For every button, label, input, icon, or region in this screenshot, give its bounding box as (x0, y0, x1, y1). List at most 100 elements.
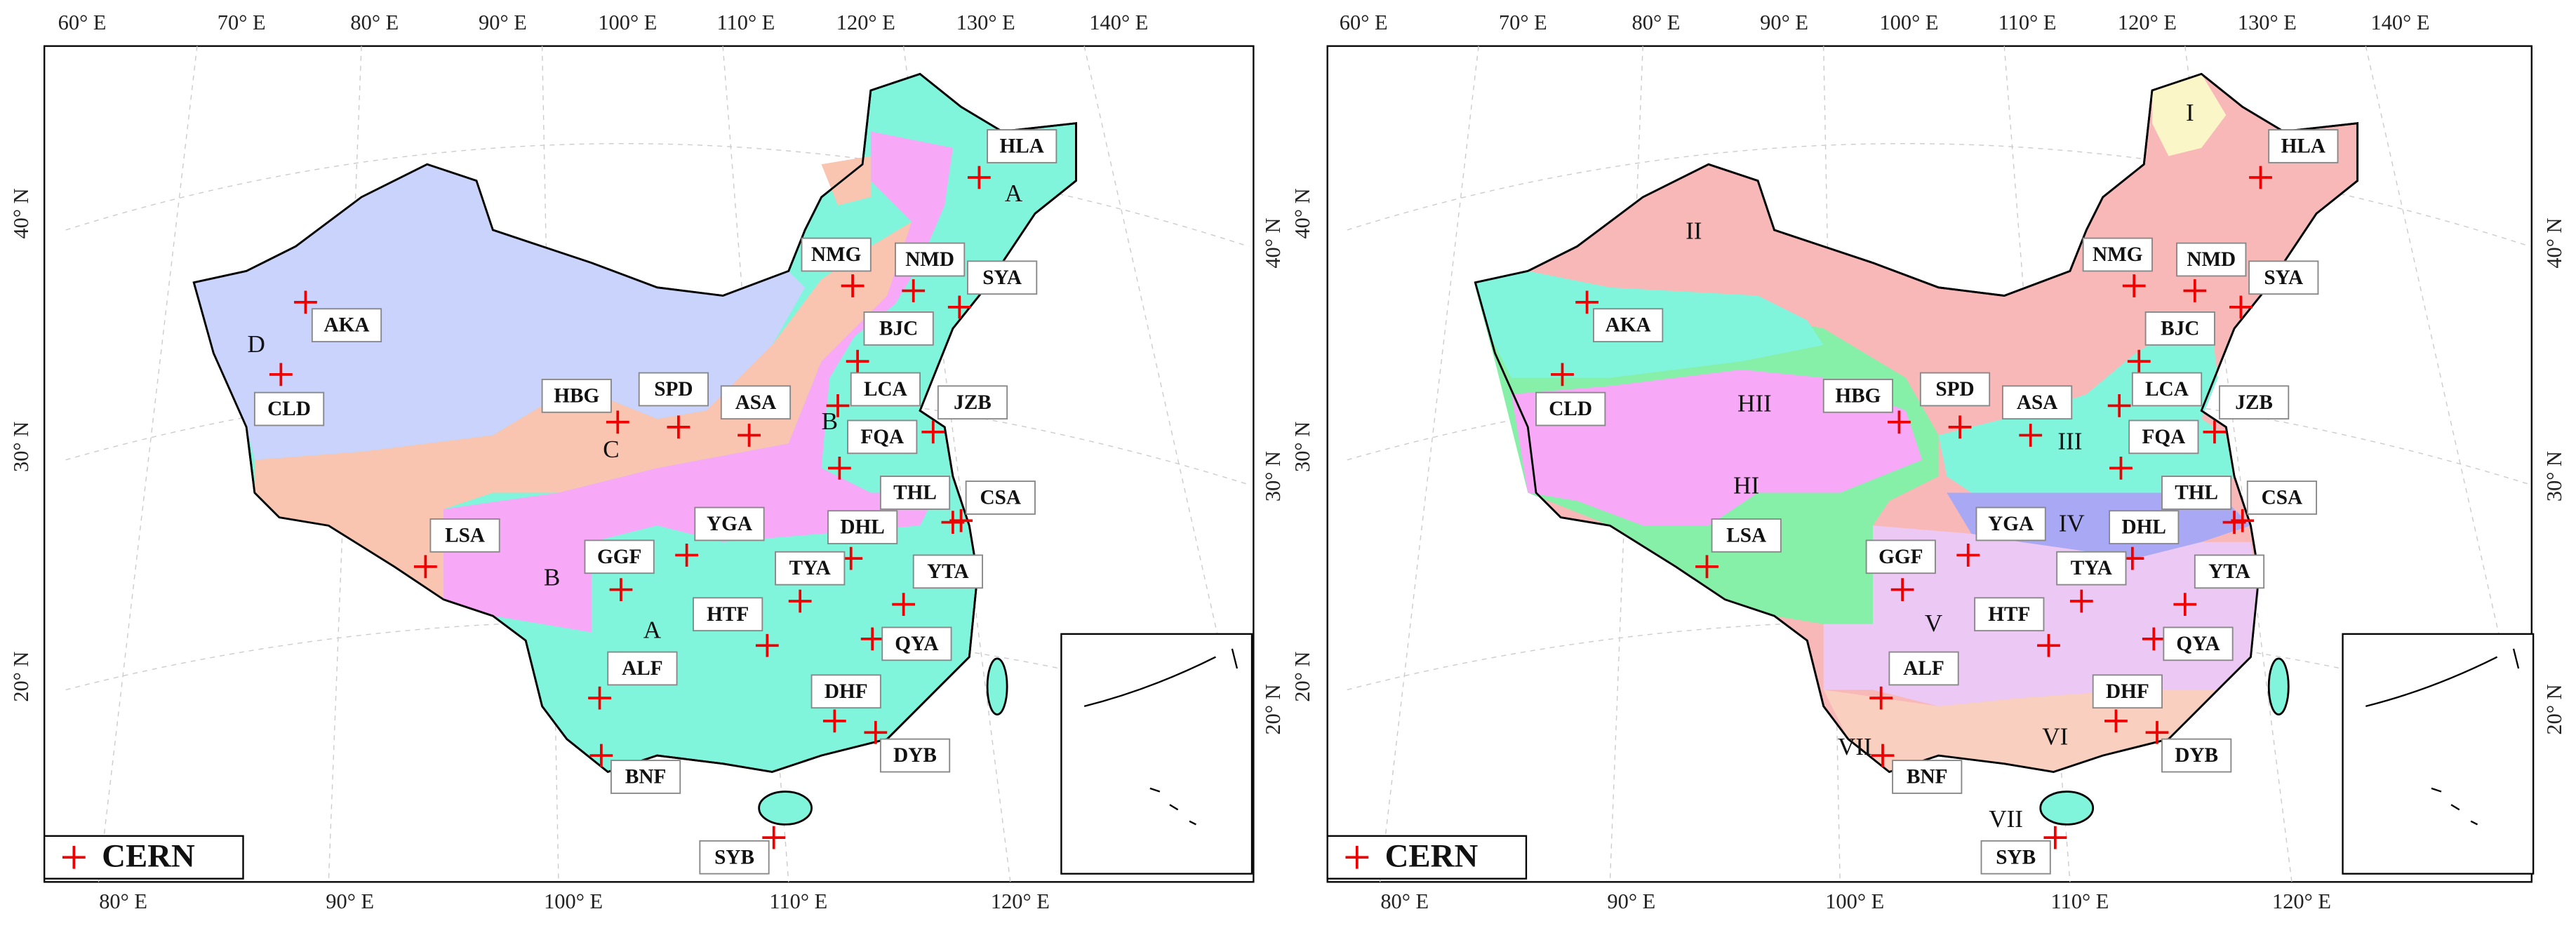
station-marker (827, 456, 851, 480)
station-marker (762, 826, 786, 849)
right-graticule-label: 40° N (1261, 218, 1285, 269)
bottom-graticule-label: 100° E (544, 889, 603, 913)
left-graticule-label: 20° N (1290, 652, 1314, 702)
legend-marker (1345, 845, 1369, 869)
station-label-box (847, 419, 918, 455)
station-label-box (1892, 760, 1963, 794)
station-label-box (584, 539, 655, 574)
station-marker (2109, 456, 2133, 480)
station-label-box (694, 506, 765, 542)
station-label: DHF (2106, 680, 2149, 703)
station-marker (667, 415, 690, 439)
station-label-box (638, 372, 709, 407)
station-label-box (2161, 738, 2232, 773)
station-label-box (311, 308, 382, 343)
station-label-box (2131, 372, 2203, 407)
panel-labels: 60° E 70° E 80° E 90° E 100° E 110° E 120° E 13… (1290, 11, 2566, 913)
station-label-box (1711, 518, 1782, 553)
region-label: VII (1989, 805, 2023, 833)
station-label-box (2176, 242, 2247, 277)
station-label: DYB (893, 744, 937, 767)
top-graticule-label: 140° E (1089, 11, 1148, 34)
station-label-box (610, 760, 681, 794)
station-label-box (2163, 626, 2234, 661)
station-marker (2127, 349, 2151, 373)
station-marker (860, 627, 884, 651)
region-label: I (2186, 99, 2194, 126)
left-graticule-label: 20° N (9, 652, 33, 702)
legend-marker (62, 845, 86, 869)
station-marker (1869, 686, 1893, 710)
station-marker (609, 578, 633, 601)
station-label: DHL (840, 516, 884, 539)
station-label: ASA (2017, 391, 2058, 414)
station-label: LSA (1726, 524, 1766, 546)
station-marker (892, 593, 916, 617)
region-label: VI (2042, 723, 2068, 751)
station-label-box (937, 385, 1008, 420)
station-label-box (863, 311, 934, 346)
top-graticule-label: 80° E (1632, 11, 1681, 34)
station-label: SYB (714, 846, 754, 868)
top-graticule-label: 90° E (1760, 11, 1808, 34)
station-marker (788, 589, 812, 613)
station-marker (2203, 420, 2227, 444)
station-marker (841, 274, 865, 297)
region-label: HII (1737, 389, 1772, 417)
station-label: JZB (2235, 391, 2273, 414)
bottom-graticule-label: 120° E (991, 889, 1050, 913)
station-marker (2229, 295, 2253, 319)
top-graticule-label: 140° E (2370, 11, 2429, 34)
station-label-box (2056, 551, 2127, 586)
station-label-box (2092, 674, 2163, 709)
station-label: SPD (1935, 378, 1974, 401)
station-label-box (1888, 651, 1959, 686)
panel-right (1326, 45, 2535, 883)
station-label: NMD (905, 248, 954, 271)
station-marker (2145, 720, 2169, 744)
station-marker (606, 410, 629, 434)
zone-vi (1823, 690, 2218, 772)
station-label: YTA (927, 560, 969, 583)
station-label-box (2082, 237, 2153, 272)
station-label-box (2144, 311, 2215, 346)
station-label: SPD (654, 378, 693, 401)
station-label-box (881, 626, 952, 661)
station-label: CSA (2262, 487, 2303, 509)
station-marker (1948, 415, 1972, 439)
station-label: GGF (597, 546, 641, 568)
station-label-box (2109, 510, 2180, 544)
station-label-box (912, 554, 983, 589)
top-graticule-label: 100° E (1879, 11, 1938, 34)
station-marker (2142, 627, 2165, 651)
bottom-graticule-label: 110° E (769, 889, 827, 913)
station-marker (1575, 290, 1599, 314)
station-label: SYA (982, 267, 1022, 289)
station-label: CSA (980, 487, 1022, 509)
top-graticule-label: 120° E (2118, 11, 2177, 34)
station-marker (947, 295, 971, 319)
bottom-graticule-label: 90° E (326, 889, 374, 913)
station-label-box (1975, 506, 2046, 542)
station-marker (294, 290, 317, 314)
island (2267, 657, 2290, 715)
inset-frame (1060, 633, 1253, 875)
station-marker (2069, 589, 2093, 613)
station-label-box (2194, 554, 2265, 589)
top-graticule-label: 80° E (350, 11, 399, 34)
station-label: BNF (1907, 766, 1948, 788)
island (986, 657, 1008, 715)
region-label: III (2057, 427, 2082, 455)
station-label: AKA (1606, 314, 1651, 337)
station-label-box (2001, 385, 2073, 420)
station-label: LSA (445, 524, 485, 546)
station-marker (589, 744, 613, 767)
station-marker (2107, 394, 2131, 417)
region-label: HI (1733, 472, 1759, 499)
station-label-box (253, 391, 325, 426)
region-label: IV (2059, 509, 2085, 537)
left-graticule-label: 40° N (9, 188, 33, 238)
right-graticule-label: 40° N (2542, 218, 2566, 269)
station-label-box (2248, 260, 2319, 295)
